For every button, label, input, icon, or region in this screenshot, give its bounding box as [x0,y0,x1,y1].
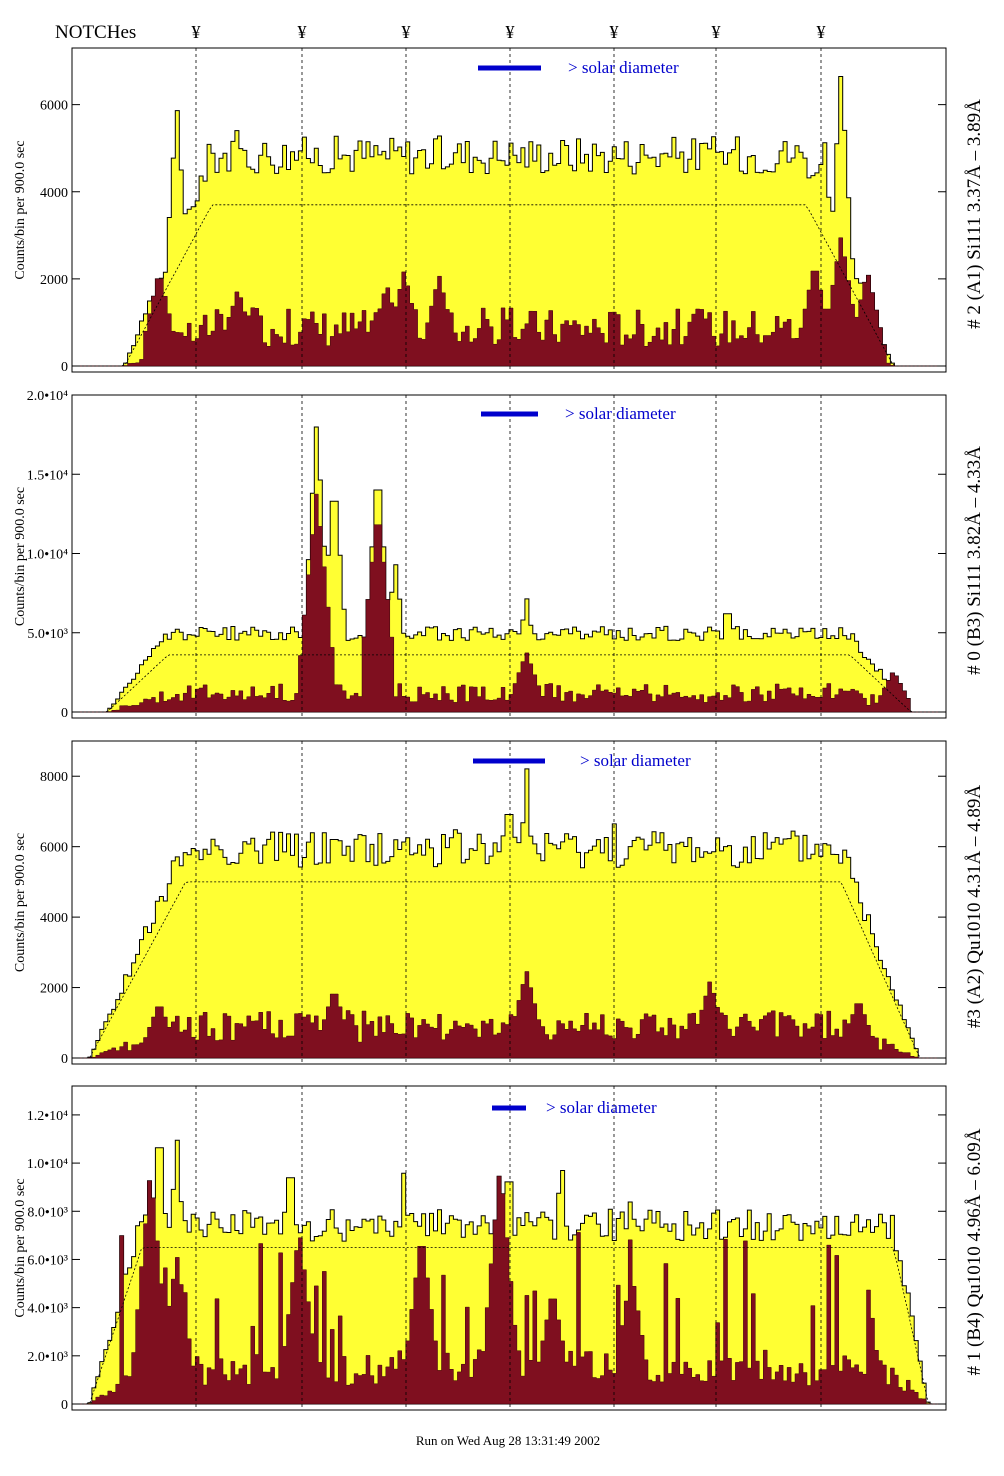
y-axis-label: Counts/bin per 900.0 sec [13,833,28,972]
model-curve [74,881,944,1059]
y-axis-label: Counts/bin per 900.0 sec [13,487,28,626]
notches-label: NOTCHes [55,22,136,43]
y-tick-label: 2.0•10³ [27,1350,68,1365]
y-tick-label: 4000 [40,186,68,201]
y-tick-label: 1.5•10⁴ [27,468,68,483]
y-tick-label: 6.0•10³ [27,1253,68,1268]
y-tick-label: 0 [61,1052,68,1067]
chart-panel-1: > solar diameter 0 2000 4000 6000 Counts/bin … [13,47,985,375]
y-tick-label: 6000 [40,841,68,856]
panel-channel-label: #3 (A2) Qu1010 4.31Å – 4.89Å [964,785,985,1029]
notch-glyph-3: ¥ [402,22,411,42]
core-area [72,1175,946,1405]
notch-glyph-7: ¥ [817,22,826,42]
panel-channel-label: # 1 (B4) Qu1010 4.96Å – 6.09Å [964,1128,985,1375]
core-series [72,237,946,367]
notch-glyph-2: ¥ [298,22,307,42]
chart-panel-2: > solar diameter 0 5.0•10³ 1.0•10⁴ 1.5•10⁴ 2.… [13,389,985,721]
solar-diameter-label: > solar diameter [546,1098,657,1117]
solar-diameter-label: > solar diameter [565,404,676,423]
notch-glyph-6: ¥ [712,22,721,42]
y-tick-label: 2000 [40,273,68,288]
run-footer: Run on Wed Aug 28 13:31:49 2002 [416,1433,600,1448]
model-curve [74,1247,944,1405]
core-series [72,493,946,713]
envelope-series [72,426,946,713]
envelope-area [72,768,946,1059]
y-tick-label: 6000 [40,99,68,114]
notch-glyph-4: ¥ [506,22,515,42]
model-curve [74,204,944,367]
notch-glyph-5: ¥ [610,22,619,42]
chart-panels: > solar diameter 0 2000 4000 6000 Counts/bin … [13,47,985,1413]
y-tick-label: 0 [61,706,68,721]
y-tick-label: 1.0•10⁴ [27,1157,68,1172]
core-series [72,971,946,1059]
core-area [72,493,946,713]
y-tick-label: 8.0•10³ [27,1205,68,1220]
y-tick-label: 4.0•10³ [27,1302,68,1317]
notch-glyph-1: ¥ [192,22,201,42]
y-tick-label: 0 [61,1398,68,1413]
envelope-area [72,426,946,713]
envelope-series [72,76,946,367]
y-tick-label: 8000 [40,770,68,785]
y-tick-label: 0 [61,360,68,375]
y-tick-label: 4000 [40,911,68,926]
core-area [72,237,946,367]
solar-diameter-label: > solar diameter [568,58,679,77]
chart-panel-3: > solar diameter 0 2000 4000 6000 8000 Counts/… [13,740,985,1067]
chart-panel-4: > solar diameter 0 2.0•10³ 4.0•10³ 6.0•10³ 8.… [13,1085,985,1413]
notch-markers: ¥ ¥ ¥ ¥ ¥ ¥ ¥ [192,22,826,42]
solar-diameter-label: > solar diameter [580,751,691,770]
y-axis-label: Counts/bin per 900.0 sec [13,140,28,279]
y-tick-label: 2.0•10⁴ [27,389,68,404]
y-tick-label: 1.2•10⁴ [27,1109,68,1124]
y-tick-label: 1.0•10⁴ [27,548,68,563]
core-area [72,971,946,1059]
panel-channel-label: # 0 (B3) Si111 3.82Å – 4.33Å [964,446,985,675]
envelope-area [72,76,946,367]
panel-channel-label: # 2 (A1) Si111 3.37Å – 3.89Å [964,99,985,329]
y-axis-label: Counts/bin per 900.0 sec [13,1178,28,1317]
envelope-series [72,768,946,1059]
y-tick-label: 2000 [40,982,68,997]
y-tick-label: 5.0•10³ [27,627,68,642]
model-curve [74,654,944,713]
core-series [72,1175,946,1405]
